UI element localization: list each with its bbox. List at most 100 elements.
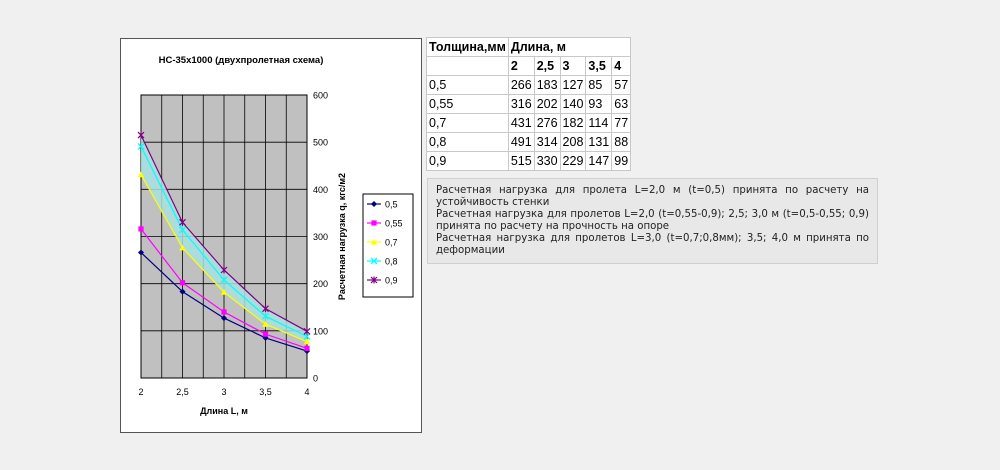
data-point [138, 249, 144, 256]
table-row: 0,7 431 276 182 114 77 [426, 113, 632, 133]
value-cell: 114 [585, 113, 613, 133]
data-point [138, 226, 144, 232]
data-point [303, 327, 311, 335]
legend-label: 0,7 [385, 238, 398, 248]
value-cell: 183 [533, 75, 561, 95]
value-cell: 93 [585, 94, 613, 114]
value-cell: 276 [533, 113, 561, 133]
value-cell: 85 [585, 75, 613, 95]
data-point [137, 142, 145, 150]
chart-panel: НС-35х1000 (двухпролетная схема) 0 100 200 3… [120, 38, 422, 433]
thickness-cell: 0,8 [426, 132, 509, 152]
thickness-cell: 0,5 [426, 75, 509, 95]
note-text: Расчетная нагрузка для пролетов L=2,0 (t… [436, 209, 869, 232]
value-cell: 229 [559, 151, 587, 171]
legend-marker [371, 220, 377, 226]
table-row: 0,55 316 202 140 93 63 [426, 94, 632, 114]
data-point [262, 321, 269, 327]
data-point [137, 131, 145, 139]
line-chart: НС-35х1000 (двухпролетная схема) 0 100 200 3… [137, 55, 414, 416]
length-cell: 2,5 [533, 56, 561, 76]
y-tick-label: 100 [313, 326, 328, 336]
value-cell: 202 [533, 94, 561, 114]
note-text: Расчетная нагрузка для пролета L=2,0 м (… [436, 185, 869, 208]
table-row: 0,5 266 183 127 85 57 [426, 75, 632, 95]
y-tick-label: 200 [313, 279, 328, 289]
data-point [220, 288, 228, 295]
x-axis-label: Длина L, м [200, 406, 248, 416]
legend-label: 0,8 [385, 257, 398, 267]
table-header-row: Толщина,мм Длина, м [426, 37, 632, 57]
data-point [179, 226, 186, 234]
data-point [179, 218, 186, 226]
data-point [221, 315, 227, 322]
y-tick-label: 600 [313, 91, 328, 101]
data-point [179, 244, 186, 251]
length-values-row: 2 2,5 3 3,5 4 [426, 56, 632, 76]
value-cell: 57 [611, 75, 632, 95]
value-cell: 515 [507, 151, 535, 171]
value-cell: 127 [559, 75, 587, 95]
value-cell: 266 [507, 75, 535, 95]
data-point [303, 338, 311, 345]
x-tick-label: 4 [304, 387, 309, 397]
x-tick-label: 2,5 [176, 387, 189, 397]
value-cell: 147 [585, 151, 613, 171]
legend-marker [370, 238, 378, 245]
data-point [304, 345, 310, 351]
data-point [262, 305, 269, 313]
data-point [221, 309, 227, 315]
data-point [179, 288, 186, 295]
data-point [137, 171, 145, 178]
legend-marker [370, 257, 378, 265]
thickness-cell: 0,9 [426, 151, 509, 171]
x-tick-label: 3,5 [259, 387, 272, 397]
thickness-cell: 0,55 [426, 94, 509, 114]
value-cell: 314 [533, 132, 561, 152]
legend-marker [370, 276, 378, 284]
y-axis-label: Расчетная нагрузка q, кгс/м2 [337, 173, 347, 300]
value-cell: 63 [611, 94, 632, 114]
value-cell: 131 [585, 132, 613, 152]
chart-title: НС-35х1000 (двухпролетная схема) [159, 55, 324, 66]
y-tick-label: 400 [313, 185, 328, 195]
data-point [262, 331, 269, 337]
empty-cell [426, 56, 509, 76]
y-tick-label: 300 [313, 232, 328, 242]
value-cell: 77 [611, 113, 632, 133]
data-point [262, 312, 269, 320]
data-point [220, 266, 228, 274]
value-cell: 182 [559, 113, 587, 133]
value-cell: 431 [507, 113, 535, 133]
length-cell: 3,5 [585, 56, 613, 76]
value-cell: 99 [611, 151, 632, 171]
length-header: Длина, м [507, 37, 632, 57]
data-point [220, 276, 228, 284]
legend-label: 0,5 [385, 200, 398, 210]
legend-marker [371, 201, 377, 207]
value-cell: 88 [611, 132, 632, 152]
note-text: Расчетная нагрузка для пролетов L=3,0 (t… [436, 233, 869, 256]
x-tick-label: 3 [221, 387, 226, 397]
data-point [179, 280, 186, 286]
data-point [303, 333, 311, 340]
thickness-header: Толщина,мм [426, 37, 509, 57]
length-cell: 4 [611, 56, 632, 76]
y-tick-label: 0 [313, 374, 318, 384]
x-tick-label: 2 [138, 387, 143, 397]
legend-label: 0,55 [385, 219, 403, 229]
length-cell: 2 [507, 56, 535, 76]
value-cell: 330 [533, 151, 561, 171]
value-cell: 208 [559, 132, 587, 152]
thickness-cell: 0,7 [426, 113, 509, 133]
value-cell: 491 [507, 132, 535, 152]
length-cell: 3 [559, 56, 587, 76]
value-cell: 140 [559, 94, 587, 114]
table-row: 0,8 491 314 208 131 88 [426, 132, 632, 152]
data-table: Толщина,мм Длина, м 2 2,5 3 3,5 4 0,5 26… [426, 37, 632, 171]
notes-box: Расчетная нагрузка для пролета L=2,0 м (… [427, 178, 878, 264]
legend-label: 0,9 [385, 276, 398, 286]
y-tick-label: 500 [313, 138, 328, 148]
value-cell: 316 [507, 94, 535, 114]
table-row: 0,9 515 330 229 147 99 [426, 151, 632, 171]
